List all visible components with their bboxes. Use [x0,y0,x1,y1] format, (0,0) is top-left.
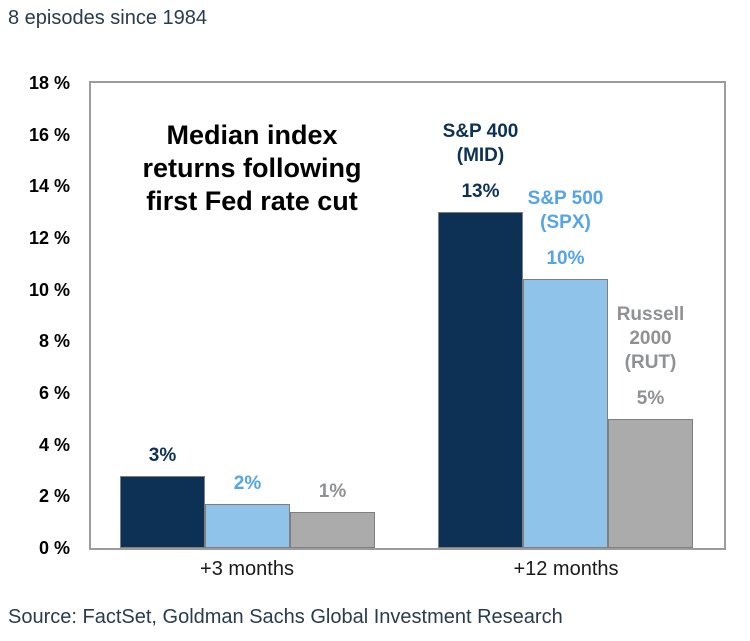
chart-title-line: returns following [142,153,362,183]
y-tick-label: 18 % [28,73,70,93]
y-tick-label: 4 % [38,434,70,455]
chart-title: Median index returns following first Fed r… [91,119,413,218]
source-note: Source: FactSet, Goldman Sachs Global In… [8,606,563,628]
y-tick-label: 12 % [28,228,70,248]
series-label-line: (MID) [456,145,505,166]
series-label-line: 2000 [629,328,672,349]
y-tick-label: 2 % [38,486,70,507]
bar-+3-months-series-0 [120,476,205,548]
bar-value-label: 10% [546,248,585,269]
x-category-label: +3 months [200,558,294,580]
y-tick-label: 8 % [38,331,70,352]
y-tick-label: 0 % [38,538,70,558]
plot-area: Median index returns following first Fed r… [89,81,726,550]
chart-title-line: Median index [166,120,338,150]
bar-+3-months-series-1 [205,504,290,548]
series-label-line: (RUT) [624,352,677,373]
series-label-line: S&P 400 [442,121,519,142]
bar-value-label: 5% [636,388,665,409]
y-tick-label: 10 % [28,279,70,300]
bar-value-label: 2% [233,473,262,494]
bar-+12-months-series-2 [608,419,693,548]
series-label: S&P 400 (MID) [406,120,556,168]
bar-value-label: 1% [318,481,347,502]
chart-title-line: first Fed rate cut [146,186,358,216]
x-category-label: +12 months [513,558,619,580]
series-label: Russell 2000 (RUT) [576,303,726,375]
y-tick-label: 16 % [28,124,70,145]
series-label: S&P 500 (SPX) [491,187,641,235]
series-label-line: Russell [616,304,685,325]
series-label-line: (SPX) [540,212,591,233]
episodes-note: 8 episodes since 1984 [8,7,208,29]
bar-+3-months-series-2 [290,512,375,548]
y-tick-label: 14 % [28,176,70,197]
bar-value-label: 3% [148,445,177,466]
bar-+12-months-series-1 [523,279,608,548]
y-tick-label: 6 % [38,383,70,403]
bar-+12-months-series-0 [438,212,523,548]
series-label-line: S&P 500 [527,188,604,209]
bar-value-label: 13% [461,181,500,202]
